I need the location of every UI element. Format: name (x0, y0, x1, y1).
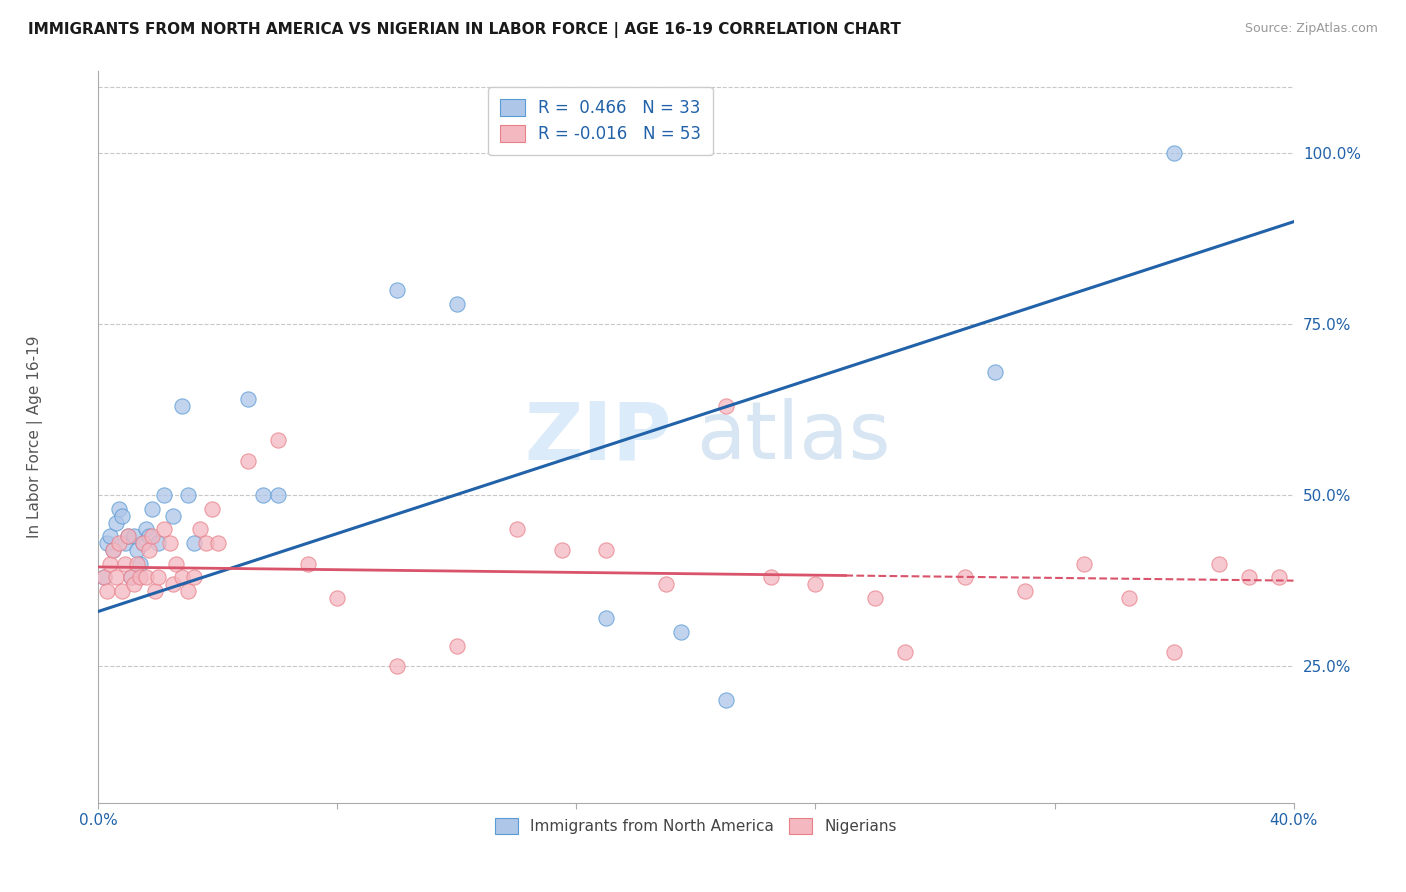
Point (98, 557, 122, 571)
Point (446, 297, 468, 311)
Y-axis label: In Labor Force | Age 16-19: In Labor Force | Age 16-19 (27, 335, 42, 539)
Point (446, 639, 468, 653)
Point (120, 570, 142, 584)
Legend: Immigrants from North America, Nigerians: Immigrants from North America, Nigerians (482, 806, 910, 847)
Point (135, 522, 157, 536)
Text: atlas: atlas (696, 398, 890, 476)
Point (550, 542, 572, 557)
Point (105, 516, 128, 530)
Point (132, 536, 155, 550)
Point (98, 529, 122, 543)
Point (1073, 557, 1095, 571)
Point (297, 557, 319, 571)
Point (127, 557, 149, 571)
Point (138, 542, 160, 557)
Point (177, 583, 200, 598)
Point (138, 529, 160, 543)
Point (120, 570, 142, 584)
Point (984, 365, 1007, 379)
Point (111, 508, 134, 523)
Point (236, 454, 259, 468)
Text: ZIP: ZIP (524, 398, 672, 476)
Point (153, 488, 176, 502)
Point (141, 529, 163, 543)
Point (267, 488, 290, 502)
Point (143, 583, 166, 598)
Point (96, 536, 118, 550)
Point (1208, 557, 1230, 571)
Point (804, 577, 827, 591)
Point (93, 570, 115, 584)
Point (714, 693, 737, 707)
Point (595, 611, 617, 625)
Text: IMMIGRANTS FROM NORTH AMERICA VS NIGERIAN IN LABOR FORCE | AGE 16-19 CORRELATION: IMMIGRANTS FROM NORTH AMERICA VS NIGERIA… (28, 22, 901, 38)
Point (1118, 591, 1140, 605)
Point (124, 577, 146, 591)
Point (111, 583, 134, 598)
Point (183, 536, 205, 550)
Point (153, 522, 176, 536)
Point (172, 570, 194, 584)
Point (267, 434, 290, 448)
Point (1163, 146, 1185, 161)
Point (759, 570, 782, 584)
Point (252, 488, 274, 502)
Point (114, 536, 136, 550)
Point (135, 570, 157, 584)
Point (1237, 570, 1260, 584)
Point (162, 577, 184, 591)
Text: Source: ZipAtlas.com: Source: ZipAtlas.com (1244, 22, 1378, 36)
Point (124, 529, 146, 543)
Point (103, 542, 125, 557)
Point (177, 488, 200, 502)
Point (894, 645, 917, 659)
Point (207, 536, 229, 550)
Point (595, 542, 617, 557)
Point (195, 536, 218, 550)
Point (669, 624, 692, 639)
Point (132, 536, 155, 550)
Point (183, 570, 205, 584)
Point (159, 536, 181, 550)
Point (108, 536, 131, 550)
Point (93, 570, 115, 584)
Point (1014, 583, 1036, 598)
Point (865, 591, 887, 605)
Point (127, 542, 149, 557)
Point (165, 557, 187, 571)
Point (655, 577, 678, 591)
Point (172, 400, 194, 414)
Point (129, 570, 152, 584)
Point (714, 400, 737, 414)
Point (385, 283, 409, 297)
Point (114, 557, 136, 571)
Point (96, 583, 118, 598)
Point (506, 522, 529, 536)
Point (117, 529, 139, 543)
Point (326, 591, 349, 605)
Point (141, 501, 163, 516)
Point (129, 557, 152, 571)
Point (1267, 570, 1289, 584)
Point (201, 501, 224, 516)
Point (148, 536, 170, 550)
Point (236, 392, 259, 407)
Point (385, 659, 409, 673)
Point (105, 570, 128, 584)
Point (1163, 645, 1185, 659)
Point (188, 522, 211, 536)
Point (953, 570, 976, 584)
Point (117, 529, 139, 543)
Point (103, 542, 125, 557)
Point (148, 570, 170, 584)
Point (108, 501, 131, 516)
Point (162, 508, 184, 523)
